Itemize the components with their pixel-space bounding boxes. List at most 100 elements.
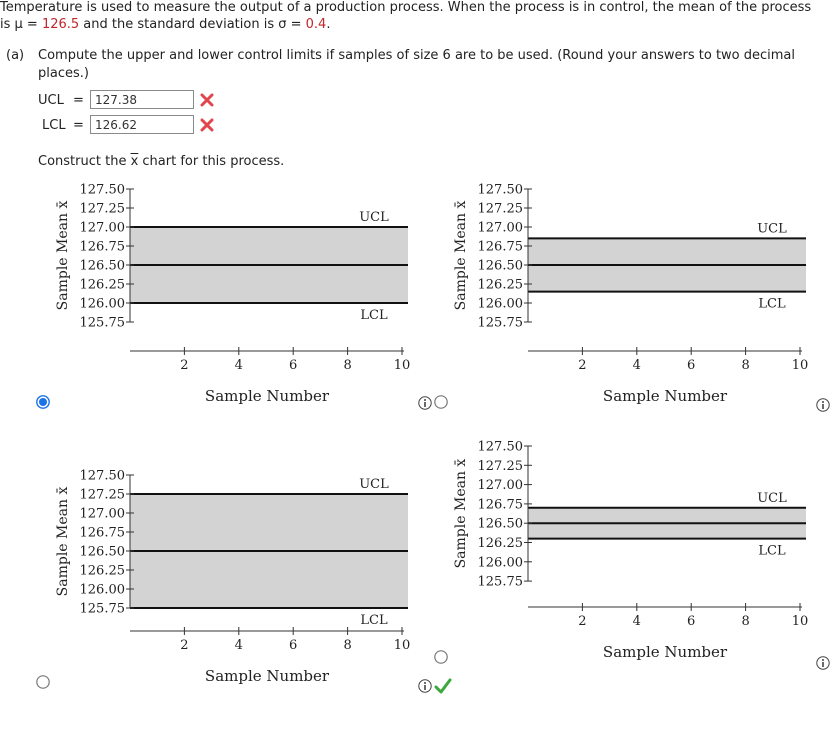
y-axis-label: Sample Mean x̄ bbox=[55, 201, 71, 311]
y-tick-label: 127.00 bbox=[478, 478, 524, 493]
x-tick-label: 10 bbox=[792, 614, 809, 629]
y-tick-label: 126.75 bbox=[80, 240, 126, 255]
y-tick-label: 126.25 bbox=[80, 278, 126, 293]
x-tick-label: 8 bbox=[741, 614, 749, 629]
check-mark-icon bbox=[434, 678, 452, 694]
y-tick-label: 125.75 bbox=[80, 602, 126, 617]
x-tick-label: 6 bbox=[289, 638, 297, 653]
y-tick-label: 126.25 bbox=[478, 278, 524, 293]
y-tick-label: 126.75 bbox=[80, 526, 126, 541]
construct-suffix: chart for this process. bbox=[138, 154, 285, 169]
info-icon[interactable] bbox=[816, 656, 830, 670]
y-axis-label: Sample Mean x̄ bbox=[453, 459, 469, 569]
radio-option-1[interactable] bbox=[36, 395, 50, 409]
x-tick-label: 2 bbox=[578, 614, 586, 629]
x-axis-label: Sample Number bbox=[205, 667, 330, 685]
chart-option-3: 127.50 127.25 127.00 126.75 126.50 126.25 126.… bbox=[55, 469, 411, 686]
question-sigma-prefix: and the standard deviation is σ = bbox=[79, 17, 306, 32]
construct-prefix: Construct the bbox=[38, 154, 131, 169]
ucl-line-label: UCL bbox=[359, 477, 389, 492]
ucl-line-label: UCL bbox=[757, 491, 787, 506]
y-tick-label: 127.25 bbox=[478, 202, 524, 217]
y-tick-label: 127.25 bbox=[80, 488, 126, 503]
info-icon[interactable] bbox=[418, 396, 432, 410]
part-a-text-2: places.) bbox=[38, 66, 89, 81]
x-tick-label: 6 bbox=[687, 614, 695, 629]
y-tick-label: 126.25 bbox=[80, 564, 126, 579]
y-tick-label: 127.00 bbox=[80, 221, 126, 236]
part-a-text-1: Compute the upper and lower control limi… bbox=[38, 48, 796, 63]
x-tick-label: 2 bbox=[180, 638, 188, 653]
y-tick-label: 126.75 bbox=[478, 240, 524, 255]
x-tick-label: 4 bbox=[633, 614, 641, 629]
y-tick-label: 127.25 bbox=[478, 459, 524, 474]
x-tick-label: 8 bbox=[343, 358, 351, 373]
y-tick-label: 126.50 bbox=[80, 545, 126, 560]
radio-option-2[interactable] bbox=[434, 395, 448, 409]
x-tick-label: 6 bbox=[289, 358, 297, 373]
sigma-value: 0.4 bbox=[305, 17, 327, 32]
info-icon[interactable] bbox=[816, 398, 830, 412]
y-tick-label: 127.25 bbox=[80, 202, 126, 217]
x-tick-label: 10 bbox=[394, 358, 411, 373]
y-tick-label: 127.50 bbox=[478, 183, 524, 198]
y-axis-label: Sample Mean x̄ bbox=[55, 487, 71, 597]
lcl-line-label: LCL bbox=[758, 297, 786, 312]
x-tick-label: 6 bbox=[687, 358, 695, 373]
y-tick-label: 127.00 bbox=[478, 221, 524, 236]
y-tick-label: 126.00 bbox=[80, 297, 126, 312]
x-tick-label: 4 bbox=[235, 358, 243, 373]
info-icon[interactable] bbox=[418, 679, 432, 693]
ucl-equals: = bbox=[73, 93, 84, 108]
y-tick-label: 126.50 bbox=[478, 517, 524, 532]
y-tick-label: 126.00 bbox=[478, 297, 524, 312]
x-axis-label: Sample Number bbox=[603, 643, 728, 661]
ucl-line-label: UCL bbox=[757, 221, 787, 236]
lcl-input[interactable] bbox=[90, 115, 194, 134]
x-tick-label: 10 bbox=[394, 638, 411, 653]
x-tick-label: 4 bbox=[235, 638, 243, 653]
lcl-line-label: LCL bbox=[360, 613, 388, 628]
y-tick-label: 125.75 bbox=[478, 316, 524, 331]
y-tick-label: 127.50 bbox=[80, 469, 126, 484]
lcl-line-label: LCL bbox=[758, 544, 786, 559]
x-axis-label: Sample Number bbox=[205, 387, 330, 405]
x-tick-label: 4 bbox=[633, 358, 641, 373]
y-tick-label: 126.50 bbox=[478, 259, 524, 274]
chart-option-1: 127.50 127.25 127.00 126.75 126.50 126.25 126.… bbox=[55, 183, 411, 406]
x-tick-label: 8 bbox=[741, 358, 749, 373]
ucl-line-label: UCL bbox=[359, 210, 389, 225]
radio-option-4[interactable] bbox=[434, 650, 448, 664]
construct-text: Construct the x chart for this process. bbox=[38, 154, 284, 169]
lcl-equals: = bbox=[73, 118, 84, 133]
lcl-line-label: LCL bbox=[360, 308, 388, 323]
question-line-2: is μ = 126.5 and the standard deviation … bbox=[0, 17, 330, 32]
chart-option-2: 127.50 127.25 127.00 126.75 126.50 126.25 126.… bbox=[453, 183, 809, 406]
x-tick-label: 10 bbox=[792, 358, 809, 373]
y-tick-label: 127.00 bbox=[80, 507, 126, 522]
construct-xbar: x bbox=[130, 154, 139, 169]
y-tick-label: 125.75 bbox=[478, 575, 524, 590]
ucl-input[interactable] bbox=[90, 90, 194, 109]
ucl-label: UCL bbox=[38, 93, 64, 108]
y-tick-label: 126.00 bbox=[478, 555, 524, 570]
x-mark-icon bbox=[200, 118, 214, 132]
part-a-label: (a) bbox=[6, 48, 25, 63]
y-tick-label: 127.50 bbox=[478, 440, 524, 455]
question-mu-prefix: is μ = bbox=[0, 17, 42, 32]
y-tick-label: 126.75 bbox=[478, 497, 524, 512]
question-period: . bbox=[326, 17, 331, 32]
lcl-label: LCL bbox=[42, 118, 66, 133]
x-tick-label: 2 bbox=[180, 358, 188, 373]
x-tick-label: 2 bbox=[578, 358, 586, 373]
mu-value: 126.5 bbox=[41, 17, 80, 32]
radio-option-3[interactable] bbox=[36, 675, 50, 689]
x-axis-label: Sample Number bbox=[603, 387, 728, 405]
y-tick-label: 126.50 bbox=[80, 259, 126, 274]
y-tick-label: 126.00 bbox=[80, 583, 126, 598]
x-mark-icon bbox=[200, 93, 214, 107]
x-tick-label: 8 bbox=[343, 638, 351, 653]
y-tick-label: 127.50 bbox=[80, 183, 126, 198]
question-line-1: Temperature is used to measure the outpu… bbox=[0, 0, 812, 15]
y-tick-label: 125.75 bbox=[80, 316, 126, 331]
